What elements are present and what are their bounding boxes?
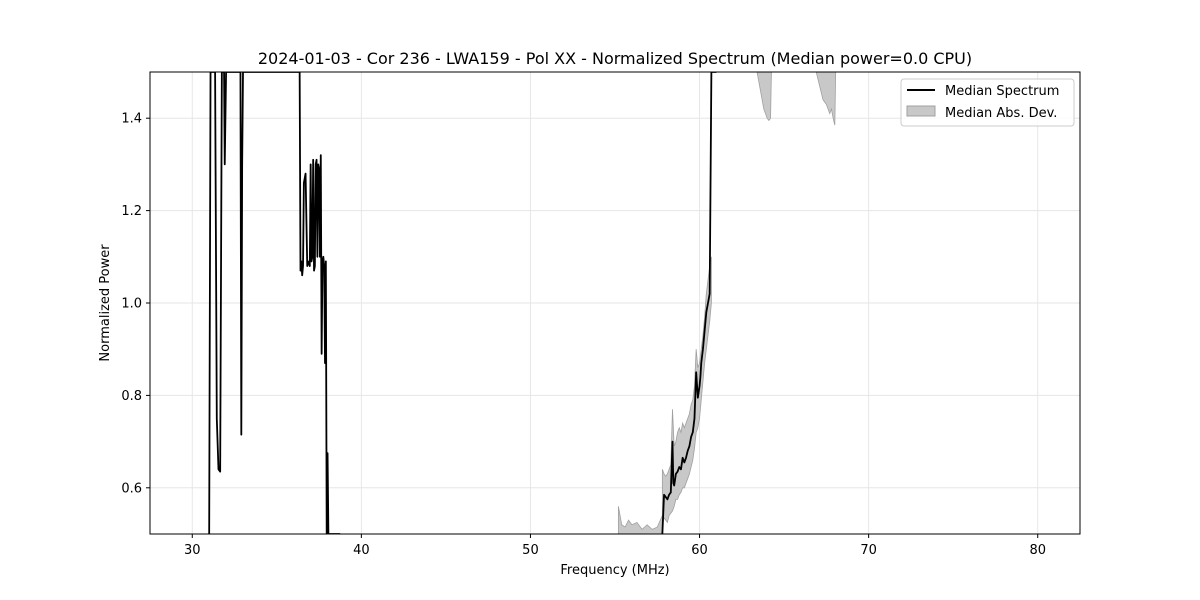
legend-fill-swatch [906, 105, 936, 117]
median-lines [208, 72, 717, 534]
x-axis-ticks: 30 40 50 60 70 80 [184, 534, 1046, 558]
x-tick-label: 60 [691, 543, 708, 558]
x-tick-label: 80 [1029, 543, 1046, 558]
mad-band [756, 72, 772, 122]
mad-bands [617, 72, 837, 534]
legend-label-median-abs-dev: Median Abs. Dev. [945, 106, 1057, 121]
grid-lines [150, 72, 1080, 534]
mad-band [815, 72, 837, 126]
x-tick-label: 40 [353, 543, 370, 558]
median-spectrum-line [661, 72, 717, 534]
y-tick-label: 1.2 [121, 204, 142, 219]
y-tick-label: 1.0 [121, 297, 142, 312]
y-tick-label: 0.8 [121, 389, 142, 404]
y-axis-label: Normalized Power [98, 244, 113, 362]
legend: Median Spectrum Median Abs. Dev. [900, 78, 1075, 127]
y-tick-label: 0.6 [121, 481, 142, 496]
mad-band [661, 256, 712, 525]
x-tick-label: 70 [860, 543, 877, 558]
legend-label-median-spectrum: Median Spectrum [945, 84, 1059, 99]
x-axis-label: Frequency (MHz) [560, 563, 669, 578]
x-tick-label: 50 [522, 543, 539, 558]
mad-band [617, 506, 663, 534]
legend-box [900, 78, 1075, 127]
y-tick-label: 1.4 [121, 112, 142, 127]
chart-title: 2024-01-03 - Cor 236 - LWA159 - Pol XX -… [258, 49, 972, 68]
x-tick-label: 30 [184, 543, 201, 558]
median-spectrum-line [208, 72, 341, 534]
y-axis-ticks: 0.6 0.8 1.0 1.2 1.4 [121, 112, 150, 496]
